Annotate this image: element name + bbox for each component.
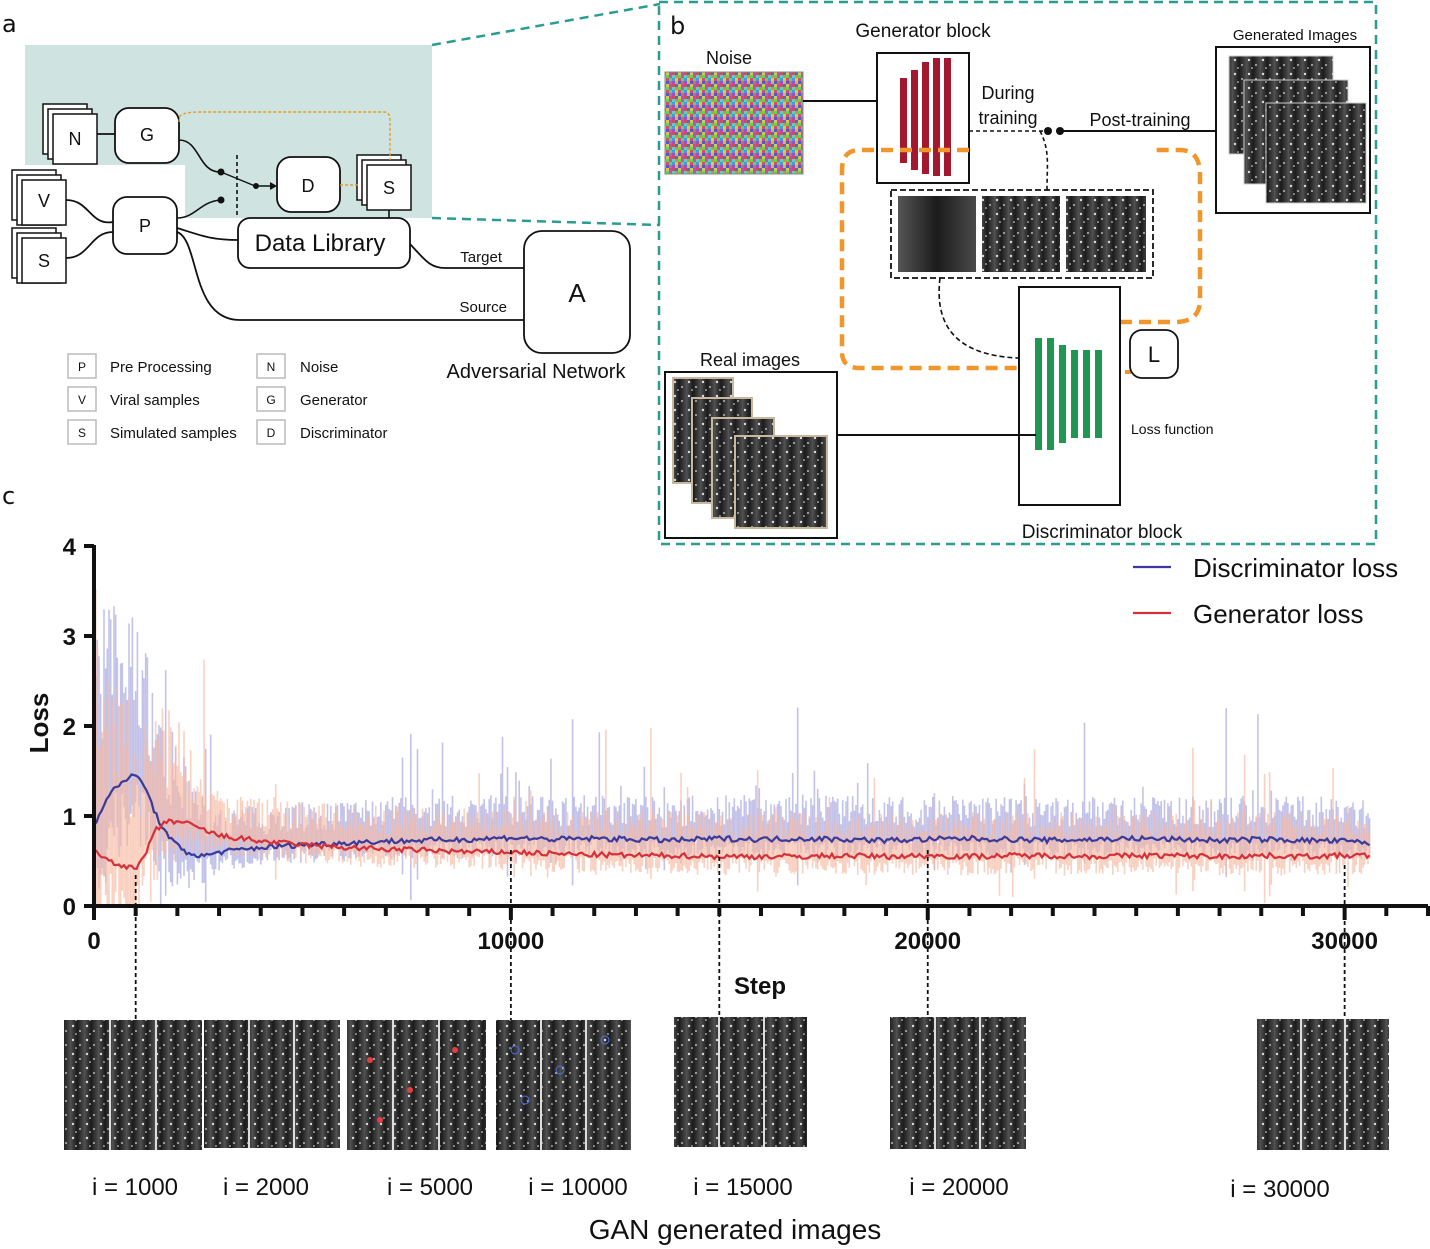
noise-image: [664, 71, 804, 175]
legend-key: P: [78, 360, 86, 374]
generated-images-stack: [1228, 55, 1367, 204]
sample-label: i = 10000: [528, 1174, 627, 1201]
simulated-node-label: S: [38, 251, 50, 271]
x-tick-label: 0: [87, 928, 100, 955]
sample-label: i = 20000: [909, 1174, 1008, 1201]
target-label: Target: [460, 249, 503, 266]
data-library-box: [237, 217, 411, 269]
generator-node: [114, 107, 180, 164]
samples-caption: GAN generated images: [589, 1214, 882, 1245]
sample-label: i = 15000: [693, 1174, 792, 1201]
y-tick-label: 0: [63, 894, 76, 921]
source-label: Source: [459, 299, 507, 316]
legend-text: Pre Processing: [110, 359, 212, 376]
adversarial-node-label: A: [568, 278, 586, 308]
legend-key: N: [267, 360, 276, 374]
viral-stack: V: [11, 169, 67, 226]
generator-node-label: G: [140, 125, 154, 145]
real-images-stack: [672, 377, 828, 529]
noise-label: Noise: [706, 48, 752, 68]
sample-label: i = 1000: [92, 1174, 178, 1201]
zoom-line-bottom: [431, 216, 661, 227]
panel-a-legend: P Pre Processing V Viral samples S Simul…: [67, 353, 388, 445]
legend-text: Viral samples: [110, 392, 200, 409]
output-stack: S: [356, 154, 412, 211]
loss-lines: [93, 773, 1371, 871]
noise-node-label: N: [69, 129, 82, 149]
legend-text: Generator: [300, 392, 368, 409]
y-axis-label: Loss: [24, 693, 54, 754]
x-ticks: 0 10000 20000 30000: [87, 906, 1430, 955]
viral-node-label: V: [38, 191, 50, 211]
adversarial-network-label: Adversarial Network: [447, 361, 627, 383]
y-tick-label: 3: [63, 624, 76, 651]
discriminator-block-label: Discriminator block: [1022, 522, 1183, 543]
generator-layers: [900, 58, 951, 176]
generated-samples-strip: [898, 196, 1146, 272]
noise-stack: N: [42, 103, 98, 165]
legend-text: Simulated samples: [110, 425, 237, 442]
panel-label-a: a: [2, 10, 17, 38]
panel-label-c: c: [2, 482, 15, 510]
during-training-label-2: training: [978, 108, 1037, 128]
discriminator-layers: [1035, 338, 1102, 450]
sample-strip: [64, 1020, 202, 1150]
discriminator-node-label: D: [302, 176, 315, 196]
y-tick-label: 1: [63, 804, 76, 831]
loss-node-label: L: [1148, 342, 1160, 367]
legend-text: Discriminator: [300, 425, 388, 442]
y-tick-label: 4: [63, 534, 77, 561]
sample-labels: i = 1000 i = 2000 i = 5000 i = 10000 i =…: [92, 1174, 1330, 1203]
loss-chart: 0 1 2 3 4 0 10000 20000 30000 Loss Step: [24, 534, 1430, 1000]
output-node-label: S: [383, 178, 395, 198]
legend-text: Noise: [300, 359, 338, 376]
sample-strip: [890, 1017, 1026, 1149]
legend-key: D: [267, 426, 276, 440]
sample-label: i = 2000: [223, 1174, 309, 1201]
legend-key: V: [78, 393, 86, 407]
adversarial-network-box: [523, 230, 631, 354]
legend-generator-label: Generator loss: [1193, 599, 1364, 629]
loss-node: [1129, 329, 1179, 379]
post-training-label: Post-training: [1089, 110, 1190, 130]
sample-label: i = 30000: [1230, 1176, 1329, 1203]
during-training-label-1: During: [981, 83, 1034, 103]
loss-function-label: Loss function: [1131, 421, 1214, 437]
sample-connectors: [134, 850, 1346, 1020]
sample-strip: [1257, 1019, 1389, 1150]
sample-label: i = 5000: [387, 1174, 473, 1201]
x-axis-label: Step: [734, 973, 786, 1000]
y-ticks: 0 1 2 3 4: [63, 534, 94, 921]
simulated-stack: S: [11, 227, 67, 284]
generator-loss-line: [93, 818, 1371, 871]
zoom-line-top: [431, 2, 661, 47]
panel-label-b: b: [670, 12, 685, 40]
preprocessing-node: [112, 196, 178, 255]
data-library-label: Data Library: [255, 230, 386, 257]
legend-key: S: [78, 426, 86, 440]
discriminator-block: [1018, 286, 1121, 506]
sample-strip: [674, 1017, 807, 1147]
generated-images-label: Generated Images: [1233, 27, 1357, 44]
chart-legend: Discriminator loss Generator loss: [1133, 553, 1398, 629]
sample-strip: [496, 1020, 631, 1150]
preprocessing-node-label: P: [139, 216, 151, 236]
sample-strips: [64, 1017, 1389, 1150]
training-loop: [839, 147, 1018, 371]
real-images-label: Real images: [700, 350, 800, 370]
sample-strip: [204, 1020, 340, 1148]
legend-discriminator-label: Discriminator loss: [1193, 553, 1398, 583]
sample-strip: [347, 1020, 486, 1150]
generator-block-label: Generator block: [855, 21, 991, 42]
legend-key: G: [266, 393, 275, 407]
y-tick-label: 2: [63, 714, 76, 741]
